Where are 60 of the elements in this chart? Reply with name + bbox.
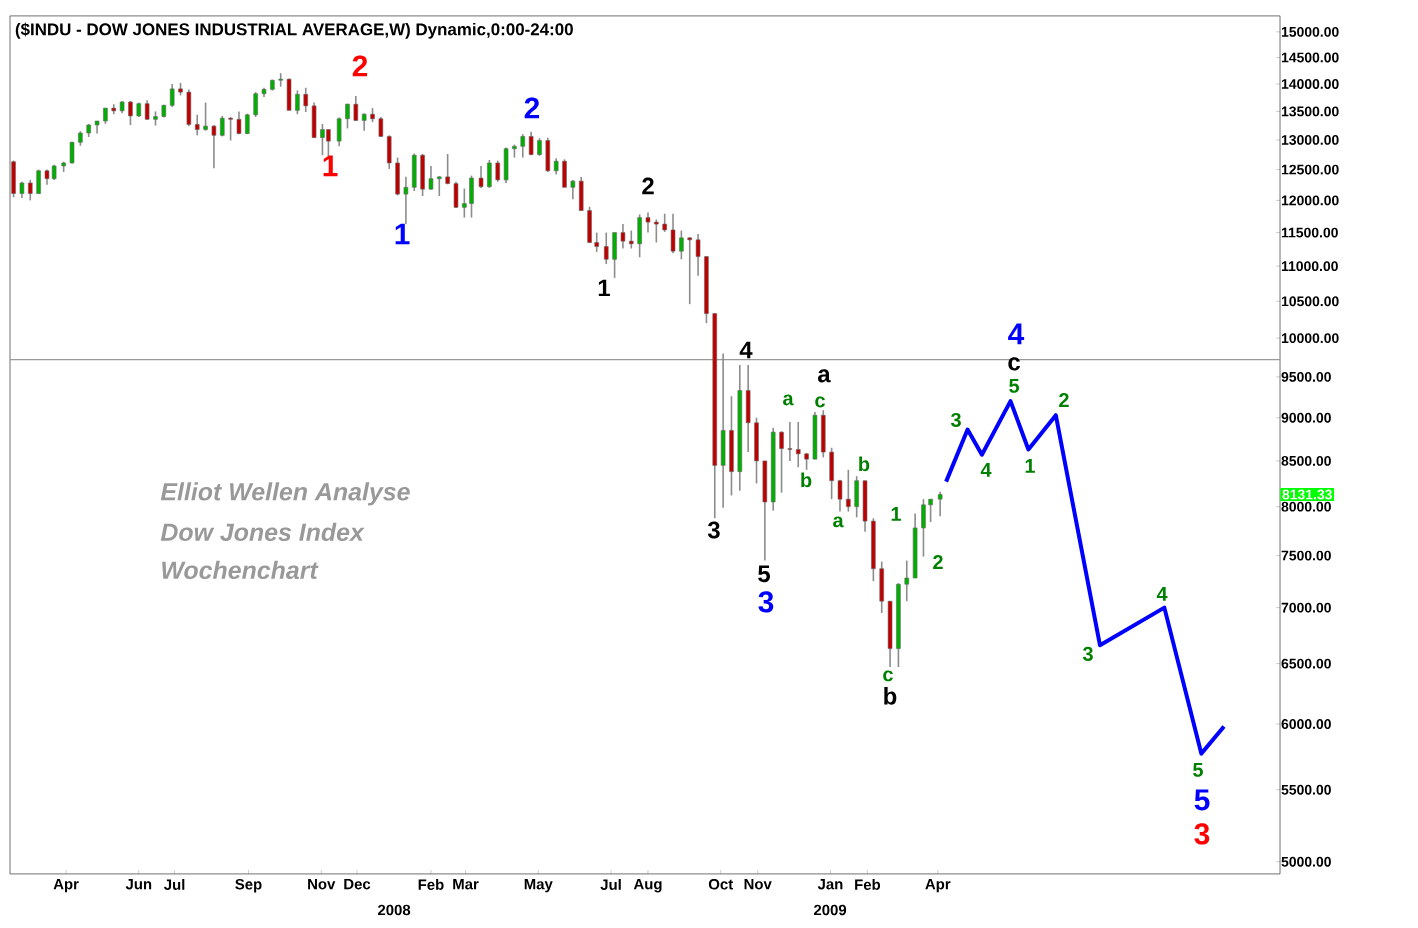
annotation: 3 (1194, 823, 1210, 845)
candlestick (453, 180, 459, 209)
annotation: Wochenchart (162, 560, 319, 580)
candlestick (795, 421, 801, 468)
annotation: c (883, 670, 893, 682)
candlestick (186, 88, 192, 127)
candlestick (144, 99, 150, 121)
chart-title: ($INDU - DOW JONES INDUSTRIAL AVERAGE,W) Dynamic,0:00-24:00 (15, 22, 573, 39)
candlestick (812, 411, 818, 460)
annotation: Elliot Wellen Analyse (160, 482, 410, 506)
annotation: 4 (739, 341, 753, 359)
annotation: a (817, 369, 831, 383)
candlestick (411, 152, 417, 192)
candlestick (503, 146, 509, 184)
candlestick (928, 498, 933, 523)
annotation: Dow Jones Index (160, 522, 365, 542)
annotation: 2 (524, 97, 540, 119)
annotation: 5 (1009, 378, 1020, 393)
candlestick (520, 133, 526, 159)
candlestick (169, 83, 175, 108)
annotation: b (884, 687, 897, 705)
annotation: 2 (642, 177, 654, 195)
annotation: a (833, 516, 844, 528)
annotation: 5 (758, 565, 770, 583)
annotation: 1 (395, 223, 410, 245)
candlestick (353, 95, 359, 122)
annotation: a (783, 394, 794, 406)
candlestick (478, 165, 484, 189)
annotation: 4 (1008, 323, 1025, 345)
candlestick (286, 77, 292, 112)
annotation: c (815, 396, 825, 408)
annotation: b (801, 472, 812, 488)
annotation: 3 (758, 591, 774, 613)
annotation: 1 (1025, 459, 1035, 473)
candlestick (194, 114, 200, 137)
annotation: 3 (1082, 646, 1093, 661)
candlestick (311, 101, 317, 139)
candlestick (937, 490, 943, 518)
candlestick (670, 212, 676, 254)
candlestick (603, 231, 609, 265)
candlestick (211, 124, 217, 170)
annotation: 1 (891, 507, 901, 521)
annotation: c (1008, 357, 1021, 371)
annotation: b (859, 456, 870, 472)
annotation: 5 (1193, 762, 1203, 777)
annotation: 1 (598, 279, 610, 297)
annotation: 4 (980, 463, 992, 477)
annotation: 2 (1059, 393, 1069, 407)
candlestick (545, 136, 551, 173)
candlestick (326, 128, 331, 158)
candlestick (562, 158, 567, 189)
candlestick (787, 421, 793, 462)
annotation: 3 (950, 412, 961, 428)
annotation: 4 (1156, 587, 1168, 601)
annotation: 2 (933, 554, 943, 569)
annotation: 3 (707, 521, 720, 539)
annotation: 2 (352, 55, 368, 77)
candlestick (469, 174, 474, 219)
annotation: 5 (1194, 789, 1210, 811)
annotation: 1 (323, 155, 338, 177)
